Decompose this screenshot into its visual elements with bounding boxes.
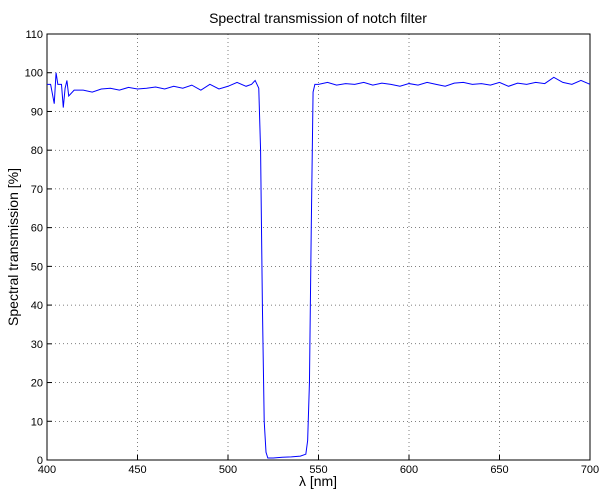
y-tick-label: 40 bbox=[31, 300, 43, 312]
data-line bbox=[47, 72, 591, 459]
x-tick-label: 600 bbox=[400, 464, 418, 476]
x-tick-label: 400 bbox=[38, 464, 56, 476]
y-tick-label: 60 bbox=[31, 223, 43, 235]
y-tick-label: 10 bbox=[31, 416, 43, 428]
axes-box bbox=[46, 33, 591, 461]
y-tick-label: 20 bbox=[31, 378, 43, 390]
y-tick-label: 30 bbox=[31, 339, 43, 351]
y-tick-label: 70 bbox=[31, 184, 43, 196]
y-tick-label: 110 bbox=[25, 29, 43, 41]
y-tick-label: 50 bbox=[31, 261, 43, 273]
x-tick-label: 450 bbox=[128, 464, 146, 476]
y-axis-label: Spectral transmission [%] bbox=[5, 168, 21, 326]
y-tick-label: 0 bbox=[37, 455, 43, 467]
chart-title: Spectral transmission of notch filter bbox=[209, 10, 427, 26]
y-tick-label: 80 bbox=[31, 145, 43, 157]
x-axis-label: λ [nm] bbox=[299, 473, 337, 489]
x-tick-label: 550 bbox=[309, 464, 327, 476]
x-tick-label: 700 bbox=[581, 464, 599, 476]
x-tick-label: 650 bbox=[490, 464, 508, 476]
y-tick-label: 100 bbox=[25, 68, 43, 80]
x-tick-label: 500 bbox=[219, 464, 237, 476]
y-tick-label: 90 bbox=[31, 106, 43, 118]
